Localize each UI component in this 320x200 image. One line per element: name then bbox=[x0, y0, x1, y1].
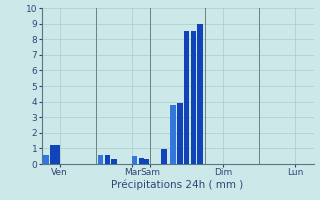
Bar bbox=[143, 159, 149, 164]
X-axis label: Précipitations 24h ( mm ): Précipitations 24h ( mm ) bbox=[111, 180, 244, 190]
Bar bbox=[111, 159, 117, 164]
Bar bbox=[184, 31, 189, 164]
Bar bbox=[177, 103, 183, 164]
Bar bbox=[50, 144, 56, 164]
Bar bbox=[161, 149, 167, 164]
Bar bbox=[105, 155, 110, 164]
Bar bbox=[139, 158, 144, 164]
Bar bbox=[191, 31, 196, 164]
Bar bbox=[98, 155, 103, 164]
Bar bbox=[197, 24, 203, 164]
Bar bbox=[170, 105, 176, 164]
Bar bbox=[132, 156, 137, 164]
Bar bbox=[43, 155, 49, 164]
Bar bbox=[55, 144, 60, 164]
